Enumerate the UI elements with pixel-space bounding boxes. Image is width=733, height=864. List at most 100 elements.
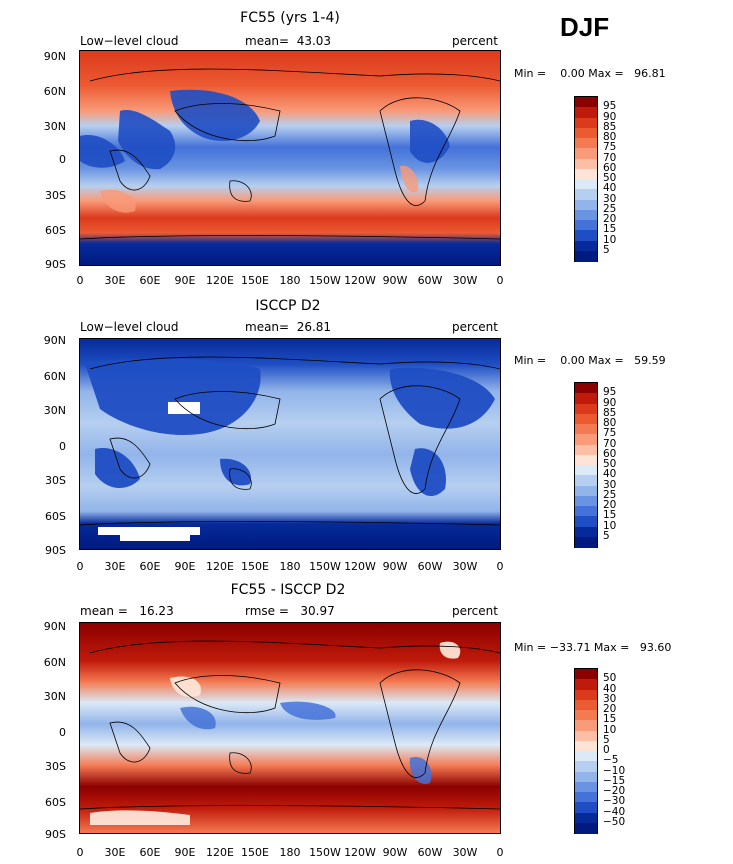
lon-tick: 120W <box>344 560 376 573</box>
colorbar-swatch <box>575 536 597 548</box>
colorbar-label: 25 <box>603 488 617 501</box>
colorbar-label: 85 <box>603 406 617 419</box>
lat-tick: 90S <box>45 544 66 557</box>
lat-tick: 90S <box>45 828 66 841</box>
colorbar-label: 15 <box>603 223 617 236</box>
colorbar-label: 75 <box>603 427 617 440</box>
colorbar-swatch <box>575 506 597 517</box>
colorbar-swatch <box>575 424 597 435</box>
mean-label: mean= 26.81 <box>245 320 332 334</box>
colorbar-label: 50 <box>603 172 617 184</box>
panel-title: FC55 (yrs 1-4) <box>240 10 340 26</box>
colorbar-swatch <box>575 781 597 793</box>
colorbar: 95 90 85 80 75 70 60 50 40 30 25 20 15 10 5 <box>574 382 616 548</box>
lon-tick: 150E <box>241 274 269 287</box>
lat-tick: 30S <box>45 474 66 487</box>
lat-tick: 0 <box>59 440 66 453</box>
colorbar-swatch <box>575 117 597 129</box>
colorbar-swatch <box>575 179 597 190</box>
lat-tick: 90N <box>43 620 66 633</box>
lon-tick: 150E <box>241 846 269 859</box>
lon-tick: 0 <box>76 274 84 287</box>
colorbar-label: 50 <box>603 672 617 685</box>
panel-title: FC55 - ISCCP D2 <box>230 582 346 598</box>
colorbar-label: 10 <box>603 723 617 736</box>
lat-tick: 60N <box>43 85 66 98</box>
lat-tick: 90N <box>43 50 66 63</box>
mean-label: mean = 16.23 <box>80 604 174 618</box>
lat-tick: 30N <box>43 690 66 703</box>
colorbar-label: 80 <box>603 417 617 429</box>
colorbar-swatch <box>575 393 597 405</box>
colorbar-label: 70 <box>603 151 617 164</box>
units-label: percent <box>452 34 498 48</box>
colorbar-label: −50 <box>603 815 626 828</box>
lon-tick: 90W <box>382 560 408 573</box>
rmse-label: rmse = 30.97 <box>245 604 335 618</box>
lon-tick: 0 <box>76 560 84 573</box>
colorbar-swatch <box>575 485 597 497</box>
lon-tick: 150W <box>309 560 341 573</box>
lon-tick: 60W <box>417 274 443 287</box>
colorbar-label: −15 <box>603 774 626 787</box>
lon-tick: 120E <box>206 274 234 287</box>
colorbar-swatch <box>575 465 597 476</box>
lon-tick: 120E <box>206 846 234 859</box>
colorbar-swatch <box>575 475 597 487</box>
min-max-label: Min = 0.00 Max = 59.59 <box>514 354 666 367</box>
lon-tick: 150E <box>241 560 269 573</box>
colorbar-swatch <box>575 822 597 834</box>
lon-tick: 30W <box>452 560 478 573</box>
lon-tick: 0 <box>496 560 504 573</box>
colorbar-label: 90 <box>603 110 617 123</box>
colorbar-swatch <box>575 97 597 108</box>
colorbar-swatch <box>575 761 597 773</box>
colorbar-swatch <box>575 495 597 507</box>
colorbar-label: −10 <box>603 764 626 777</box>
lon-tick: 90E <box>174 846 196 859</box>
cloud-map <box>79 338 501 550</box>
lat-tick: 30S <box>45 760 66 773</box>
colorbar-label: 30 <box>603 478 617 491</box>
lat-tick: 30N <box>43 404 66 417</box>
colorbar-swatch <box>575 189 597 201</box>
lon-tick: 150W <box>309 274 341 287</box>
colorbar-label: 70 <box>603 437 617 450</box>
colorbar-label: 25 <box>603 202 617 215</box>
min-max-label: Min = −33.71 Max = 93.60 <box>514 641 672 654</box>
field-label: Low−level cloud <box>80 320 179 334</box>
lon-tick: 90W <box>382 274 408 287</box>
map-field-image <box>80 51 500 265</box>
season-label: DJF <box>560 12 610 42</box>
colorbar-swatch <box>575 669 597 680</box>
lon-tick: 180 <box>279 846 301 859</box>
units-label: percent <box>452 320 498 334</box>
lon-tick: 90E <box>174 560 196 573</box>
colorbar-label: 50 <box>603 458 617 470</box>
colorbar-label: 90 <box>603 396 617 409</box>
lat-tick: 60N <box>43 370 66 383</box>
colorbar-label: 95 <box>603 100 617 113</box>
lon-tick: 30W <box>452 274 478 287</box>
colorbar-label: 80 <box>603 131 617 143</box>
lon-tick: 30W <box>452 846 478 859</box>
colorbar-label: 0 <box>603 744 610 756</box>
colorbar-swatch <box>575 526 597 538</box>
lat-tick: 90N <box>43 334 66 347</box>
lon-tick: 0 <box>76 846 84 859</box>
colorbar-label: 30 <box>603 192 617 205</box>
colorbar-label: 20 <box>603 213 617 225</box>
lat-tick: 90S <box>45 258 66 271</box>
colorbar-swatch <box>575 138 597 149</box>
colorbar-swatch <box>575 444 597 456</box>
lat-tick: 60S <box>45 510 66 523</box>
colorbar-label: 5 <box>603 243 610 256</box>
map-field-image <box>80 623 500 833</box>
mean-label: mean= 43.03 <box>245 34 332 48</box>
field-label: Low−level cloud <box>80 34 179 48</box>
colorbar-label: −30 <box>603 795 626 808</box>
lat-tick: 30S <box>45 189 66 202</box>
colorbar: 50 40 30 20 15 10 5 0 −5 −10 −15 −20 −30 −40 −50 <box>574 668 625 834</box>
lon-tick: 150W <box>309 846 341 859</box>
map-field-image <box>80 339 500 549</box>
